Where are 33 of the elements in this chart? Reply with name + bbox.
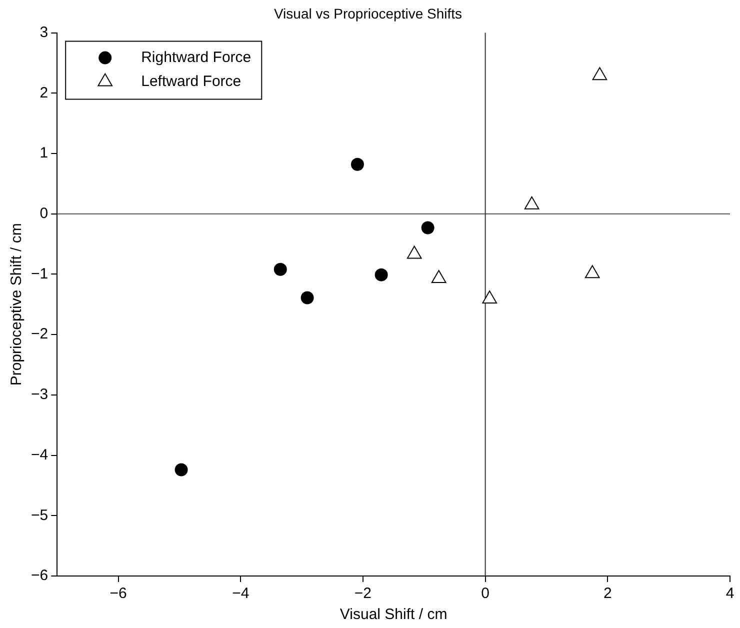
y-tick-label: −6	[30, 567, 48, 584]
point	[482, 290, 498, 304]
y-tick-label: 3	[40, 24, 48, 41]
x-tick-label: 0	[481, 585, 490, 602]
point	[300, 291, 314, 304]
y-tick-label: 1	[40, 144, 48, 162]
y-tick-label: −5	[30, 506, 48, 524]
x-tick-label: −4	[232, 585, 250, 602]
y-tick-label: −1	[30, 265, 48, 282]
y-axis-title: Proprioceptive Shift / cm	[8, 223, 26, 386]
y-tick-label: −2	[30, 326, 48, 343]
x-tick-label: 4	[726, 585, 734, 602]
point	[431, 270, 446, 283]
y-tick-label: 0	[40, 205, 48, 222]
point	[524, 196, 540, 210]
point	[350, 158, 364, 171]
point	[406, 246, 422, 259]
point	[274, 262, 287, 276]
point	[374, 268, 388, 282]
y-tick-label: 2	[40, 84, 48, 102]
point	[421, 221, 434, 234]
point	[584, 265, 600, 278]
x-tick-label: −2	[354, 585, 372, 602]
y-tick-label: −4	[30, 446, 48, 464]
chart-title: Visual vs Proprioceptive Shifts	[274, 5, 462, 22]
point	[174, 463, 188, 476]
x-axis-title: Visual Shift / cm	[340, 606, 448, 624]
point	[592, 67, 608, 80]
legend-label: Rightward Force	[141, 48, 252, 66]
x-tick-label: 2	[603, 585, 612, 602]
x-tick-label: −6	[110, 585, 127, 602]
legend-label: Leftward Force	[141, 72, 242, 90]
y-tick-label: −3	[30, 386, 48, 404]
